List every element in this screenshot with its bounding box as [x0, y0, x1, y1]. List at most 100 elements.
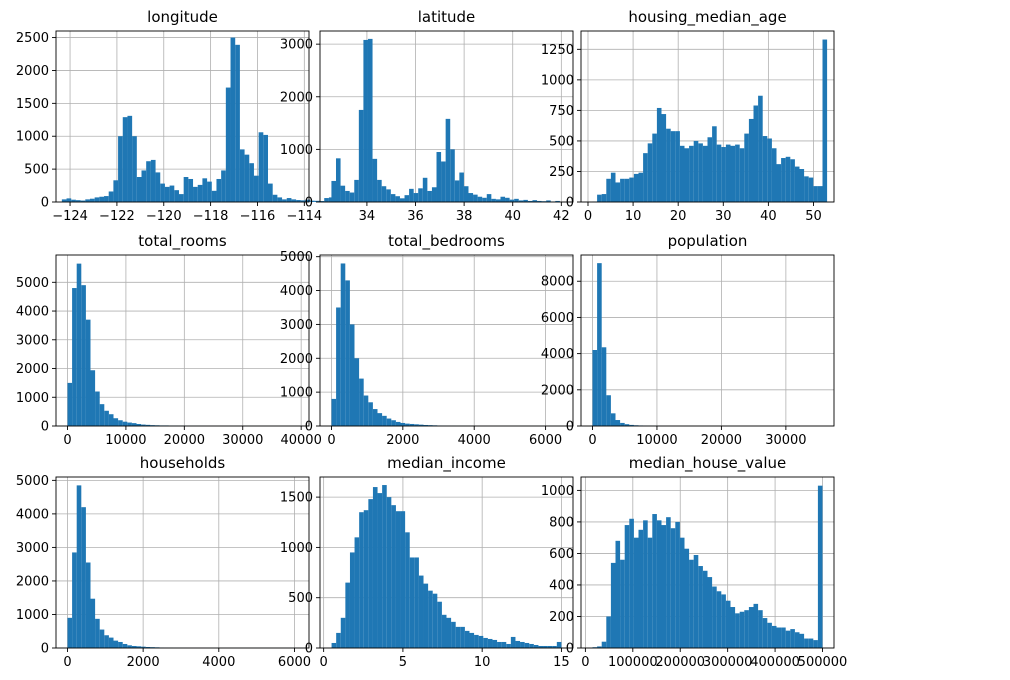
y-tick-label: 6000: [541, 311, 574, 326]
histogram-bar: [150, 159, 156, 202]
histogram-bar: [615, 182, 621, 202]
histogram-bar: [451, 621, 456, 648]
bars: [592, 39, 828, 202]
x-tick-label: 4000: [202, 655, 235, 670]
axes-frame: [55, 30, 310, 203]
histogram-bar: [409, 423, 415, 426]
histogram-bar: [661, 114, 667, 202]
histogram-bar: [758, 610, 763, 648]
y-tick-label: 0: [305, 642, 313, 657]
x-tick-label: 0: [584, 209, 592, 224]
histogram-bar: [85, 319, 91, 426]
histogram-bar: [340, 617, 346, 648]
histogram-bar: [422, 177, 428, 202]
histogram-bar: [363, 510, 369, 648]
histogram-bar: [354, 179, 359, 202]
histogram-bar: [510, 636, 516, 648]
histogram-bar: [377, 413, 383, 426]
x-tick-label: 0: [327, 433, 335, 448]
histogram-bar: [716, 144, 722, 202]
histogram-bar: [735, 613, 740, 648]
histogram-bar: [363, 395, 369, 426]
histogram-bar: [739, 148, 745, 202]
x-tick-label: 15: [553, 655, 570, 670]
histogram-bar: [647, 143, 653, 202]
subplot-title: total_rooms: [138, 232, 227, 251]
x-tick-label: 500000: [798, 655, 848, 670]
histogram-bar: [606, 616, 611, 648]
histogram-bar: [546, 200, 551, 202]
histogram-bar: [225, 87, 231, 202]
subplot-title: median_house_value: [629, 454, 786, 473]
histogram-bar: [75, 200, 81, 202]
x-tick-label: 5: [399, 655, 407, 670]
histogram-bar: [643, 520, 648, 648]
histogram-bar: [477, 196, 483, 202]
histogram-bar: [331, 642, 337, 648]
bars: [67, 263, 298, 426]
axes-frame: [319, 254, 574, 427]
histogram-bar: [81, 285, 86, 426]
histogram-bar: [409, 557, 415, 648]
histogram-bar: [624, 525, 630, 648]
histogram-bar: [469, 632, 475, 648]
y-tick-label: 1500: [16, 97, 49, 112]
histogram-bar: [118, 641, 123, 648]
y-tick-label: 1000: [541, 73, 574, 88]
histogram-bar: [99, 404, 105, 426]
histogram-bar: [785, 630, 791, 648]
x-tick-label: 50: [805, 209, 822, 224]
histogram-bar: [141, 170, 147, 202]
histogram-bar: [647, 537, 653, 648]
x-tick-label: 34: [359, 209, 376, 224]
x-tick-label: 20: [670, 209, 687, 224]
bars: [331, 263, 562, 426]
histogram-bar: [108, 414, 114, 426]
y-tick-label: 600: [549, 547, 574, 562]
x-tick-label: 2000: [386, 433, 419, 448]
histogram-bar: [377, 179, 382, 202]
histogram-bar: [431, 187, 437, 202]
y-tick-label: 2000: [280, 90, 313, 105]
histogram-bar: [436, 152, 442, 202]
histogram-bar: [118, 136, 123, 202]
histogram-bar: [748, 607, 754, 648]
histogram-bar: [118, 420, 123, 426]
subplot-title: total_bedrooms: [388, 232, 505, 251]
histogram-bar: [368, 499, 373, 648]
histogram-bar: [178, 194, 184, 202]
bars: [61, 37, 339, 203]
axes-frame: [319, 30, 574, 203]
histogram-bar: [601, 194, 607, 202]
gridlines: [56, 477, 309, 649]
y-tick-label: 1000: [16, 608, 49, 623]
histogram-bar: [799, 633, 805, 648]
histogram-bar: [730, 607, 736, 648]
histogram-bar: [670, 131, 676, 202]
histogram-bar: [781, 627, 786, 648]
subplots-container: −124 −122 −120 −118 −116 −1140500100015002000…: [16, 8, 847, 670]
histogram-bar: [122, 421, 128, 426]
histogram-bar: [730, 145, 736, 202]
histogram-bar: [76, 485, 82, 648]
y-tick-label: 0: [305, 196, 313, 211]
histogram-bar: [71, 199, 76, 202]
histogram-bar: [136, 423, 142, 426]
histogram-bar: [597, 194, 602, 202]
histogram-bar: [813, 640, 818, 648]
histogram-bar: [263, 134, 269, 202]
histogram-bar: [277, 197, 283, 202]
histogram-bar: [592, 350, 598, 426]
histogram-bar: [735, 144, 740, 202]
bars: [331, 38, 560, 203]
x-tick-label: 30000: [222, 433, 263, 448]
histogram-bar: [468, 193, 474, 202]
histogram-bar: [104, 410, 109, 426]
y-tick-label: 500: [549, 134, 574, 149]
axes-frame: [580, 476, 835, 649]
histogram-bar: [76, 263, 82, 426]
y-tick-label: 3000: [16, 541, 49, 556]
histogram-bar: [689, 145, 694, 202]
histogram-bar: [547, 645, 553, 648]
